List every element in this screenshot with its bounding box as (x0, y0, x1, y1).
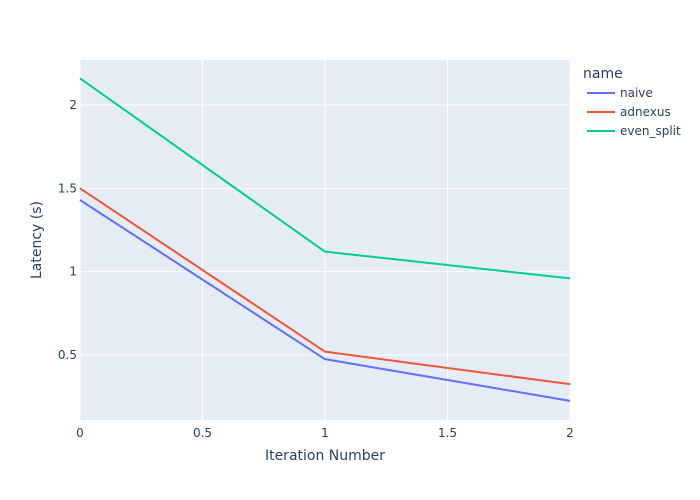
series-lines (79, 77, 571, 402)
series-line-naive (79, 199, 571, 402)
y-tick-label: 1 (69, 265, 77, 279)
x-axis-title: Iteration Number (265, 448, 385, 464)
x-tick-label: 2 (566, 426, 574, 440)
y-tick-label: 1.5 (58, 181, 77, 195)
y-axis-title: Latency (s) (29, 201, 45, 279)
x-tick-label: 0.5 (193, 426, 212, 440)
series-line-adnexus (79, 187, 571, 386)
x-tick-label: 1.5 (438, 426, 457, 440)
legend: name naive adnexus even_split (583, 66, 681, 138)
grid-lines (79, 60, 571, 420)
y-axis-ticks: 0.5 1 1.5 2 (58, 98, 77, 362)
x-tick-label: 0 (76, 426, 84, 440)
x-axis-ticks: 0 0.5 1 1.5 2 (76, 426, 574, 440)
x-tick-label: 1 (321, 426, 329, 440)
legend-item-naive[interactable]: naive (620, 86, 653, 100)
series-line-even_split (79, 77, 571, 280)
legend-title: name (583, 66, 623, 82)
legend-item-adnexus[interactable]: adnexus (620, 105, 671, 119)
y-tick-label: 0.5 (58, 348, 77, 362)
y-tick-label: 2 (69, 98, 77, 112)
legend-item-even_split[interactable]: even_split (620, 124, 681, 138)
